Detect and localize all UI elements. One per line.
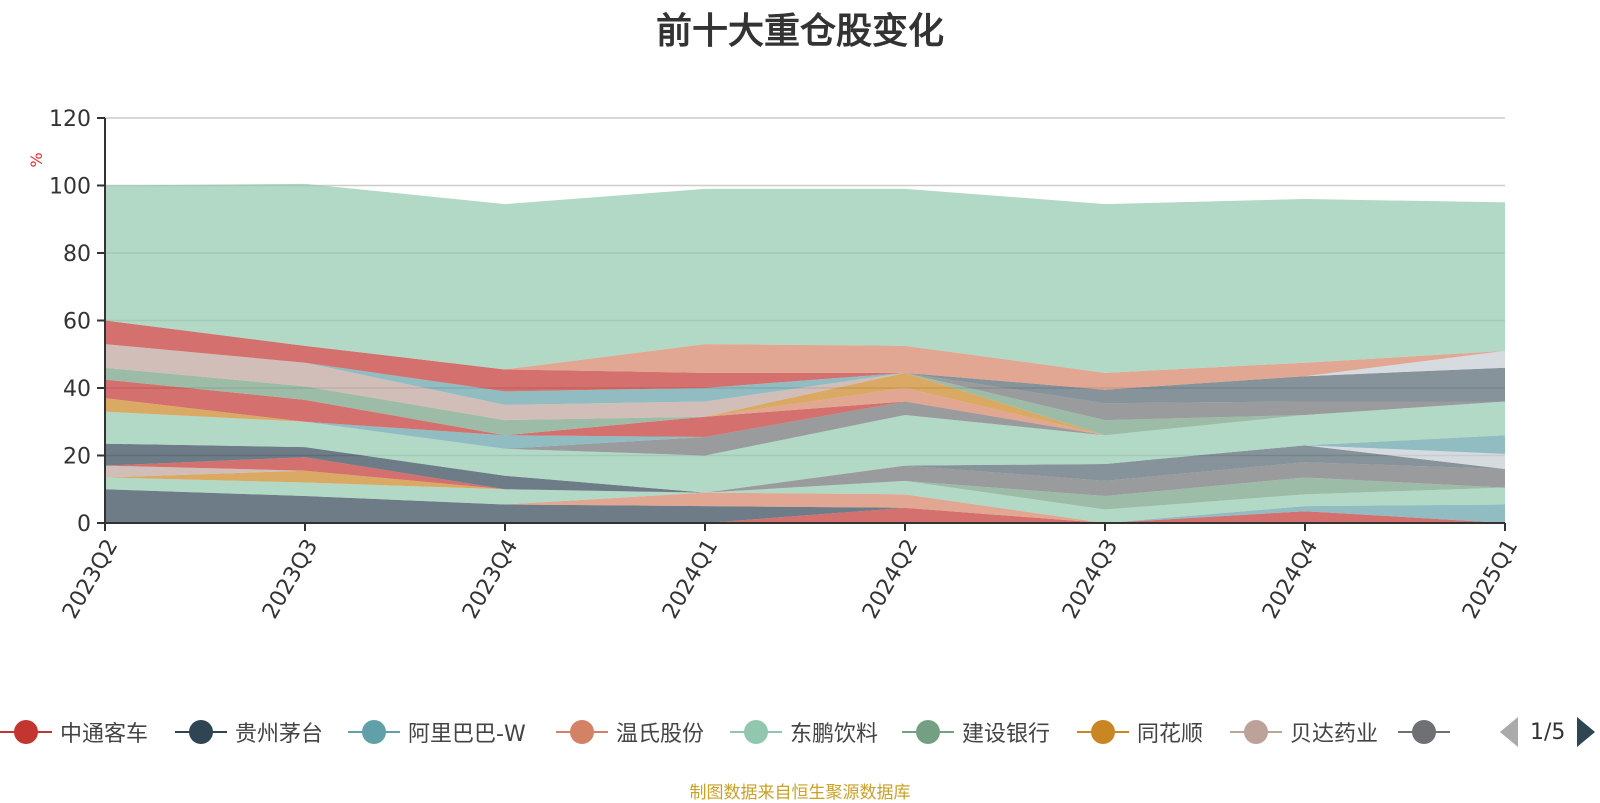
legend-label: 温氏股份 xyxy=(616,722,705,747)
x-tick-label: 2024Q1 xyxy=(658,535,723,623)
legend-label: 同花顺 xyxy=(1137,722,1204,747)
area-series-6[interactable] xyxy=(105,470,1505,496)
area-series-12[interactable] xyxy=(105,443,1505,493)
legend-item[interactable]: 温氏股份 xyxy=(556,712,704,752)
legend-pager: 1/5 xyxy=(1500,712,1596,752)
x-tick-label: 2024Q3 xyxy=(1058,535,1123,623)
legend-label: 中通客车 xyxy=(60,722,149,747)
y-tick-label: 80 xyxy=(63,242,91,267)
legend-marker-icon xyxy=(1077,712,1129,752)
legend-label: 贝达药业 xyxy=(1290,722,1379,747)
legend-item[interactable]: 同花顺 xyxy=(1077,712,1203,752)
legend-marker-icon xyxy=(175,712,227,752)
y-tick-label: 40 xyxy=(63,377,91,402)
area-series-24[interactable] xyxy=(105,367,1505,436)
x-tick-label: 2024Q4 xyxy=(1258,535,1323,623)
area-series-1[interactable] xyxy=(105,489,1505,523)
legend-item[interactable]: 贵州茅台 xyxy=(175,712,323,752)
area-series-group xyxy=(105,183,1505,523)
y-tick-label: 120 xyxy=(49,107,91,132)
legend: 中通客车 贵州茅台 阿里巴巴-W 温氏股份 东鹏饮料 建设银行 同花顺 贝达药业 1/5 xyxy=(0,712,1600,752)
legend-prev-page-icon[interactable] xyxy=(1500,717,1518,747)
chart-plot: 0 20 40 60 80 100 120 2023Q2 2023Q3 2023Q4 2024Q1 2… xyxy=(27,107,1523,623)
area-series-10[interactable] xyxy=(105,445,1505,493)
legend-label: 建设银行 xyxy=(962,722,1051,747)
legend-item[interactable]: 阿里巴巴-W xyxy=(348,712,526,752)
y-tick-label: 20 xyxy=(63,445,91,470)
y-tick-label: 0 xyxy=(77,512,91,537)
area-series-31[interactable] xyxy=(105,320,1505,390)
source-note: 制图数据来自恒生聚源数据库 xyxy=(689,783,911,803)
x-tick-label: 2023Q2 xyxy=(58,535,123,623)
legend-marker-icon xyxy=(902,712,954,752)
legend-marker-icon xyxy=(1398,712,1450,752)
legend-label: 阿里巴巴-W xyxy=(408,722,526,747)
legend-marker-icon xyxy=(730,712,782,752)
legend-label: 贵州茅台 xyxy=(235,722,324,747)
legend-item[interactable]: 中通客车 xyxy=(0,712,148,752)
area-series-17[interactable] xyxy=(105,401,1505,437)
area-series-4[interactable] xyxy=(105,477,1505,523)
legend-label: 东鹏饮料 xyxy=(790,722,879,747)
area-series-9[interactable] xyxy=(105,445,1505,493)
area-series-26[interactable] xyxy=(105,344,1505,421)
area-series-32[interactable] xyxy=(105,183,1505,373)
legend-marker-icon xyxy=(348,712,400,752)
legend-item[interactable] xyxy=(1398,712,1458,752)
legend-item[interactable]: 建设银行 xyxy=(902,712,1050,752)
legend-item[interactable]: 东鹏饮料 xyxy=(730,712,878,752)
area-series-14[interactable] xyxy=(105,401,1505,493)
x-tick-label: 2024Q2 xyxy=(858,535,923,623)
x-tick-label: 2023Q3 xyxy=(258,535,323,623)
legend-next-page-icon[interactable] xyxy=(1577,717,1596,747)
area-series-30[interactable] xyxy=(105,320,1505,392)
y-tick-label: 60 xyxy=(63,310,91,335)
legend-marker-icon xyxy=(556,712,608,752)
x-tick-label: 2025Q1 xyxy=(1458,535,1523,623)
area-series-16[interactable] xyxy=(105,401,1505,449)
x-tick-label: 2023Q4 xyxy=(458,535,523,623)
legend-marker-icon xyxy=(0,712,52,752)
area-series-3[interactable] xyxy=(105,489,1505,523)
chart-title: 前十大重仓股变化 xyxy=(655,11,944,52)
area-series-5[interactable] xyxy=(105,477,1505,510)
area-series-27[interactable] xyxy=(105,344,1505,405)
area-series-25[interactable] xyxy=(105,367,1505,421)
legend-item[interactable]: 贝达药业 xyxy=(1230,712,1378,752)
y-tick-label: 100 xyxy=(49,175,91,200)
legend-page-indicator: 1/5 xyxy=(1530,719,1566,745)
area-series-29[interactable] xyxy=(105,344,1505,405)
y-axis-unit-label: % xyxy=(27,152,46,167)
area-series-15[interactable] xyxy=(105,401,1505,456)
legend-marker-icon xyxy=(1230,712,1282,752)
